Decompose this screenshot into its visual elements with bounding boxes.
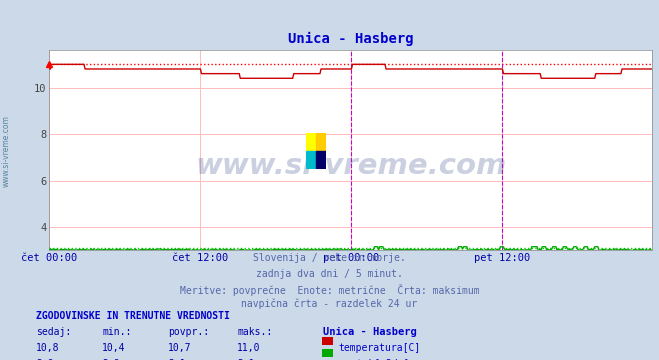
Text: navpična črta - razdelek 24 ur: navpična črta - razdelek 24 ur bbox=[241, 299, 418, 309]
Bar bbox=[306, 151, 316, 169]
Bar bbox=[316, 151, 326, 169]
Text: 2,9: 2,9 bbox=[102, 359, 120, 360]
Text: temperatura[C]: temperatura[C] bbox=[339, 343, 421, 353]
Text: 10,8: 10,8 bbox=[36, 343, 60, 353]
Text: pretok[m3/s]: pretok[m3/s] bbox=[339, 359, 409, 360]
Text: 2,9: 2,9 bbox=[36, 359, 54, 360]
Bar bbox=[306, 133, 316, 151]
Text: www.si-vreme.com: www.si-vreme.com bbox=[2, 115, 11, 187]
Text: Slovenija / reke in morje.: Slovenija / reke in morje. bbox=[253, 253, 406, 264]
Text: zadnja dva dni / 5 minut.: zadnja dva dni / 5 minut. bbox=[256, 269, 403, 279]
Text: 3,1: 3,1 bbox=[168, 359, 186, 360]
Text: Meritve: povprečne  Enote: metrične  Črta: maksimum: Meritve: povprečne Enote: metrične Črta:… bbox=[180, 284, 479, 296]
Text: www.si-vreme.com: www.si-vreme.com bbox=[195, 152, 507, 180]
Text: 3,1: 3,1 bbox=[237, 359, 255, 360]
Text: Unica - Hasberg: Unica - Hasberg bbox=[323, 327, 416, 337]
Text: sedaj:: sedaj: bbox=[36, 327, 71, 337]
Text: 11,0: 11,0 bbox=[237, 343, 261, 353]
Text: 10,4: 10,4 bbox=[102, 343, 126, 353]
Bar bbox=[316, 133, 326, 151]
Title: Unica - Hasberg: Unica - Hasberg bbox=[288, 32, 414, 46]
Text: 10,7: 10,7 bbox=[168, 343, 192, 353]
Text: ZGODOVINSKE IN TRENUTNE VREDNOSTI: ZGODOVINSKE IN TRENUTNE VREDNOSTI bbox=[36, 311, 230, 321]
Text: povpr.:: povpr.: bbox=[168, 327, 209, 337]
Text: min.:: min.: bbox=[102, 327, 132, 337]
Text: maks.:: maks.: bbox=[237, 327, 272, 337]
